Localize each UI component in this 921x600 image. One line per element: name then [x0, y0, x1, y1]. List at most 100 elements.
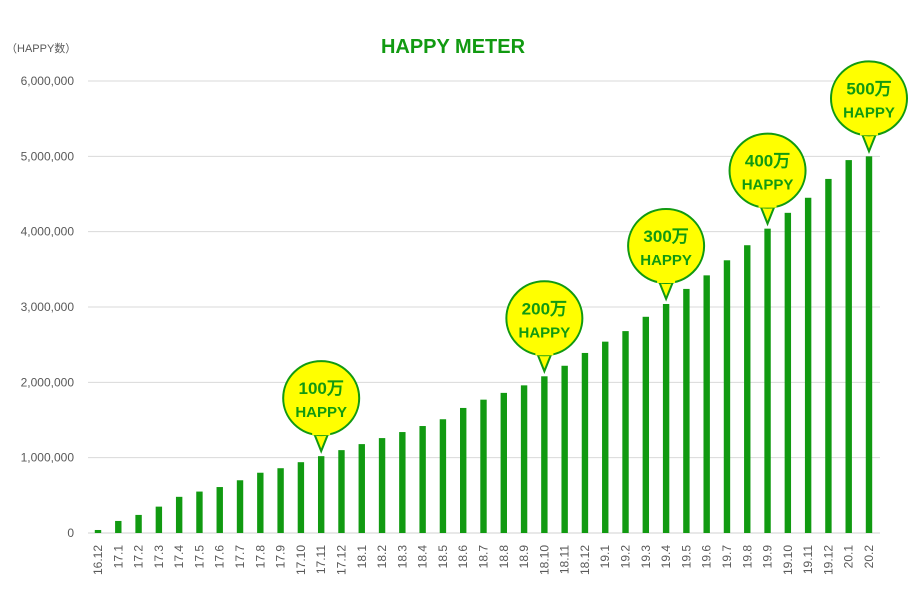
x-tick-label: 17.7: [233, 545, 247, 569]
bar-19.9: [764, 228, 771, 534]
bar-20.2: [865, 156, 873, 534]
bar-19.10: [784, 212, 792, 534]
x-tick-label: 19.6: [700, 545, 714, 569]
x-tick-label: 16.12: [91, 545, 105, 575]
milestone-callout-20.2: 500万 HAPPY: [830, 60, 908, 155]
y-tick-label: 0: [67, 526, 74, 540]
bar-17.9: [277, 468, 284, 533]
x-tick-label: 18.7: [477, 545, 491, 569]
bar-18.12: [581, 352, 589, 533]
bar-17.4: [175, 496, 183, 533]
bar-19.6: [703, 275, 710, 533]
x-tick-label: 19.7: [720, 545, 734, 569]
x-tick-label: 17.1: [111, 545, 125, 569]
bar-17.3: [155, 506, 163, 533]
x-tick-label: 17.8: [253, 545, 267, 569]
bar-17.6: [216, 487, 223, 533]
x-tick-label: 18.2: [375, 545, 389, 569]
x-tick-label: 20.2: [862, 545, 876, 569]
x-tick-label: 18.9: [517, 545, 531, 569]
chart-title: HAPPY METER: [381, 36, 526, 58]
callout-join: [535, 347, 554, 356]
bar-18.10: [541, 376, 548, 533]
bar-20.1: [845, 160, 852, 533]
x-tick-label: 19.4: [659, 545, 673, 569]
callout-amount: 500万: [846, 79, 891, 98]
bar-19.7: [723, 260, 731, 533]
callout-join: [657, 274, 676, 283]
callout-amount: 100万: [298, 379, 343, 398]
x-tick-label: 18.1: [355, 545, 369, 569]
milestone-callout-17.11: 100万 HAPPY: [282, 360, 361, 454]
callout-happy: HAPPY: [640, 252, 692, 269]
x-tick-label: 18.5: [436, 545, 450, 569]
y-tick-label: 3,000,000: [21, 300, 75, 314]
bar-18.8: [500, 392, 507, 533]
callout-amount: 200万: [522, 299, 567, 318]
x-tick-label: 19.8: [740, 545, 754, 569]
x-tick-label: 19.1: [598, 545, 612, 569]
bar-17.10: [297, 462, 305, 533]
x-tick-label: 17.11: [314, 545, 328, 574]
bar-17.2: [135, 514, 142, 533]
x-tick-label: 18.11: [558, 545, 572, 574]
x-tick-label: 17.4: [172, 545, 186, 569]
x-tick-label: 17.9: [274, 545, 288, 569]
bar-18.7: [480, 399, 487, 533]
callout-happy: HAPPY: [742, 177, 794, 194]
x-tick-label: 18.6: [456, 545, 470, 569]
callout-join: [860, 127, 878, 136]
x-tick-label: 19.3: [639, 545, 653, 569]
bar-16.12: [94, 529, 102, 533]
x-tick-label: 18.4: [416, 545, 430, 569]
bar-19.8: [744, 245, 751, 533]
bar-18.5: [439, 419, 447, 533]
x-tick-label: 18.12: [578, 545, 592, 575]
bar-19.3: [642, 316, 650, 533]
bar-18.11: [561, 365, 568, 533]
bar-18.1: [358, 444, 365, 533]
callout-happy: HAPPY: [843, 104, 895, 121]
bar-18.4: [419, 426, 426, 533]
x-tick-label: 19.2: [619, 545, 633, 569]
callout-happy: HAPPY: [519, 324, 571, 341]
y-tick-label: 4,000,000: [21, 225, 75, 239]
callout-join: [312, 427, 331, 436]
bar-18.2: [378, 438, 386, 533]
x-tick-label: 18.3: [395, 545, 409, 569]
milestone-callout-18.10: 200万 HAPPY: [505, 280, 584, 374]
x-tick-label: 20.1: [842, 545, 856, 569]
x-tick-label: 19.10: [781, 545, 795, 575]
bar-17.7: [236, 480, 244, 533]
bar-19.4: [662, 303, 670, 533]
callout-happy: HAPPY: [295, 404, 347, 421]
y-tick-label: 5,000,000: [21, 149, 75, 163]
x-tick-label: 19.11: [801, 545, 815, 574]
x-tick-label: 17.6: [213, 545, 227, 569]
bar-19.12: [825, 178, 832, 533]
bar-17.5: [196, 491, 203, 533]
x-tick-label: 17.10: [294, 545, 308, 575]
x-tick-label: 19.9: [761, 545, 775, 569]
x-tick-label: 17.3: [152, 545, 166, 569]
x-tick-label: 19.12: [821, 545, 835, 575]
y-tick-label: 2,000,000: [21, 375, 75, 389]
y-axis-unit-label: （HAPPY数）: [6, 42, 76, 55]
bar-19.5: [683, 288, 690, 533]
bar-17.8: [257, 472, 264, 533]
bar-18.3: [399, 432, 406, 533]
x-tick-label: 18.10: [537, 545, 551, 575]
bar-19.1: [602, 341, 609, 533]
x-tick-label: 17.5: [192, 545, 206, 569]
y-tick-label: 6,000,000: [21, 74, 75, 88]
bar-19.2: [622, 331, 629, 533]
bar-17.12: [338, 450, 345, 533]
callout-amount: 300万: [643, 227, 688, 246]
bar-18.6: [460, 407, 467, 533]
x-tick-label: 17.12: [334, 545, 348, 575]
y-tick-label: 1,000,000: [21, 451, 75, 465]
x-tick-label: 17.2: [132, 545, 146, 569]
bar-17.11: [317, 456, 325, 533]
milestone-callout-19.4: 300万 HAPPY: [627, 207, 706, 302]
